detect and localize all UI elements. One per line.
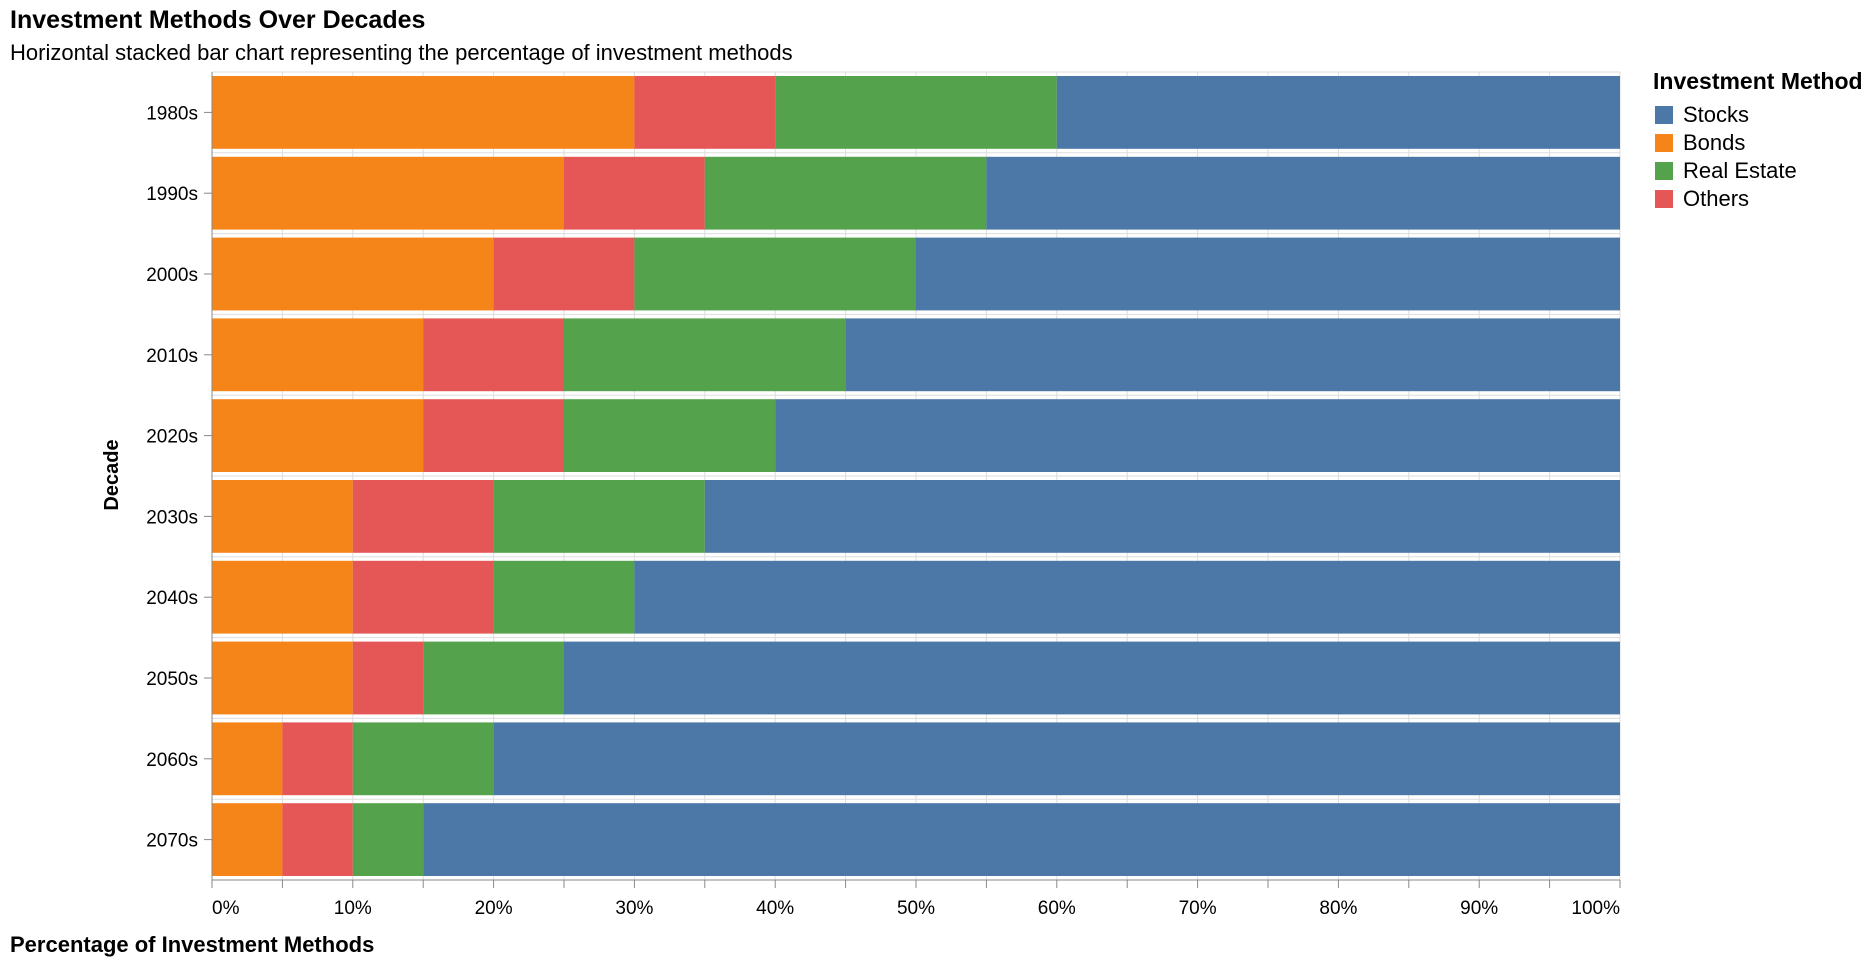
x-tick-label: 20%: [475, 898, 513, 919]
bar-others-1980s: [634, 76, 776, 149]
bar-others-2000s: [493, 237, 635, 311]
y-tick-label: 2060s: [146, 750, 198, 771]
legend-item-others: Others: [1653, 185, 1863, 213]
bar-bonds-2060s: [212, 722, 283, 796]
bar-bonds-2030s: [212, 480, 353, 553]
legend-swatch-real-estate: [1655, 162, 1673, 180]
bar-real-estate-1990s: [704, 156, 987, 230]
bar-bonds-1990s: [212, 156, 564, 230]
bar-stocks-2070s: [423, 803, 1621, 876]
bar-real-estate-1980s: [775, 76, 1057, 149]
x-tick-label: 50%: [897, 898, 935, 919]
bar-others-2060s: [282, 722, 353, 796]
bars: [212, 76, 1621, 876]
y-tick-label: 1980s: [146, 103, 198, 124]
bar-stocks-2000s: [916, 237, 1620, 311]
legend-label-others: Others: [1683, 186, 1750, 211]
bar-real-estate-2040s: [493, 560, 635, 634]
bar-stocks-1980s: [1056, 76, 1620, 149]
x-tick-label: 100%: [1571, 898, 1620, 919]
legend-swatch-others: [1655, 190, 1673, 208]
x-tick-label: 90%: [1460, 898, 1498, 919]
x-tick-label: 0%: [212, 898, 240, 919]
x-tick-label: 60%: [1038, 898, 1076, 919]
x-tick-label: 80%: [1319, 898, 1357, 919]
bar-others-1990s: [564, 156, 705, 230]
x-tick-label: 70%: [1179, 898, 1217, 919]
bar-bonds-1980s: [212, 76, 635, 149]
x-tick-label: 30%: [615, 898, 653, 919]
bar-bonds-2020s: [212, 399, 424, 472]
bar-bonds-2070s: [212, 803, 283, 876]
bar-stocks-2020s: [775, 399, 1620, 472]
bar-others-2010s: [423, 318, 564, 392]
bar-stocks-2040s: [634, 560, 1620, 634]
bar-others-2070s: [282, 803, 353, 876]
bar-others-2030s: [352, 480, 494, 553]
legend-label-real-estate: Real Estate: [1683, 158, 1797, 183]
x-axis-title: Percentage of Investment Methods: [10, 932, 374, 957]
chart-subtitle: Horizontal stacked bar chart representin…: [10, 40, 793, 65]
bar-stocks-1990s: [986, 156, 1620, 230]
legend-title: Investment Method: [1653, 68, 1863, 94]
bar-real-estate-2010s: [564, 318, 846, 392]
bar-real-estate-2030s: [493, 480, 705, 553]
x-tick-label: 40%: [756, 898, 794, 919]
y-tick-label: 2050s: [146, 669, 198, 690]
bar-bonds-2000s: [212, 237, 494, 311]
bar-others-2050s: [352, 641, 424, 715]
y-tick-label: 2000s: [146, 265, 198, 286]
bar-stocks-2050s: [564, 641, 1620, 715]
bar-real-estate-2070s: [352, 803, 424, 876]
bar-bonds-2040s: [212, 560, 353, 634]
legend-swatch-stocks: [1655, 106, 1673, 124]
bar-bonds-2010s: [212, 318, 424, 392]
bar-real-estate-2050s: [423, 641, 564, 715]
bar-stocks-2060s: [493, 722, 1621, 796]
chart-title: Investment Methods Over Decades: [10, 6, 426, 34]
bar-bonds-2050s: [212, 641, 353, 715]
y-tick-label: 2070s: [146, 831, 198, 852]
legend-item-bonds: Bonds: [1653, 129, 1863, 157]
axes: 0% 10% 20% 30% 40% 50% 60% 70% 80% 90% 100% 1980s 19…: [146, 72, 1621, 919]
bar-real-estate-2000s: [634, 237, 916, 311]
y-tick-label: 1990s: [146, 184, 198, 205]
y-tick-label: 2040s: [146, 588, 198, 609]
legend-item-stocks: Stocks: [1653, 101, 1863, 129]
legend-item-real-estate: Real Estate: [1653, 157, 1863, 185]
bar-others-2020s: [423, 399, 564, 472]
y-axis-title: Decade: [101, 439, 123, 510]
legend-label-stocks: Stocks: [1683, 102, 1750, 127]
bar-stocks-2030s: [704, 480, 1620, 553]
bar-real-estate-2020s: [564, 399, 776, 472]
bar-others-2040s: [352, 560, 494, 634]
legend-label-bonds: Bonds: [1683, 130, 1746, 155]
legend-swatch-bonds: [1655, 134, 1673, 152]
x-tick-label: 10%: [334, 898, 372, 919]
y-tick-label: 2030s: [146, 507, 198, 528]
legend: Investment Method Stocks Bonds Real Esta…: [1653, 68, 1863, 213]
bar-stocks-2010s: [845, 318, 1620, 392]
y-tick-label: 2020s: [146, 427, 198, 448]
bar-real-estate-2060s: [352, 722, 494, 796]
y-tick-label: 2010s: [146, 346, 198, 367]
